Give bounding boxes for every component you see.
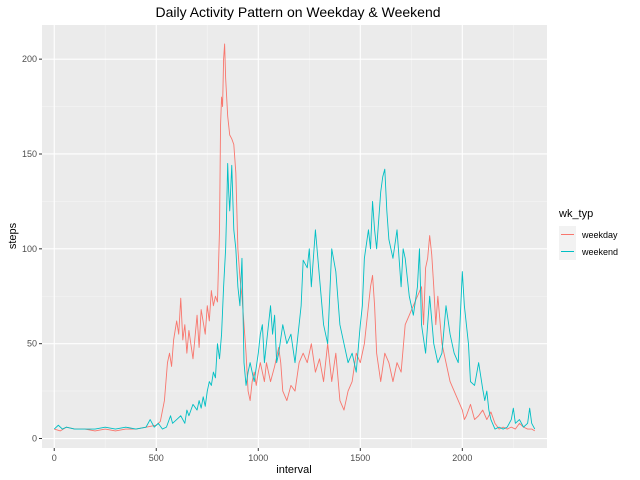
legend-label-weekday: weekday	[581, 230, 618, 240]
chart-title: Daily Activity Pattern on Weekday & Week…	[155, 4, 440, 20]
x-tick-label: 500	[149, 453, 164, 463]
legend-title: wk_typ	[558, 208, 593, 220]
x-axis-title: interval	[276, 464, 311, 476]
y-tick-label: 0	[32, 434, 37, 444]
series-layer	[53, 43, 536, 432]
y-tick-label: 150	[22, 149, 37, 159]
plot-panel	[42, 25, 547, 448]
x-tick-label: 1000	[248, 453, 268, 463]
x-axis: 0 500 1000 1500 2000	[52, 448, 472, 463]
x-tick-label: 1500	[350, 453, 370, 463]
series-line-weekday	[54, 43, 535, 432]
y-axis: 0 50 100 150 200	[22, 54, 42, 444]
x-tick-label: 2000	[452, 453, 472, 463]
y-tick-label: 100	[22, 244, 37, 254]
legend: wk_typ weekday weekend	[558, 208, 618, 260]
legend-label-weekend: weekend	[581, 247, 618, 257]
series-line-weekend	[53, 163, 536, 430]
x-tick-label: 0	[52, 453, 57, 463]
y-tick-label: 200	[22, 54, 37, 64]
y-tick-label: 50	[27, 339, 37, 349]
grid-major	[42, 25, 547, 448]
y-axis-title: steps	[7, 222, 19, 249]
